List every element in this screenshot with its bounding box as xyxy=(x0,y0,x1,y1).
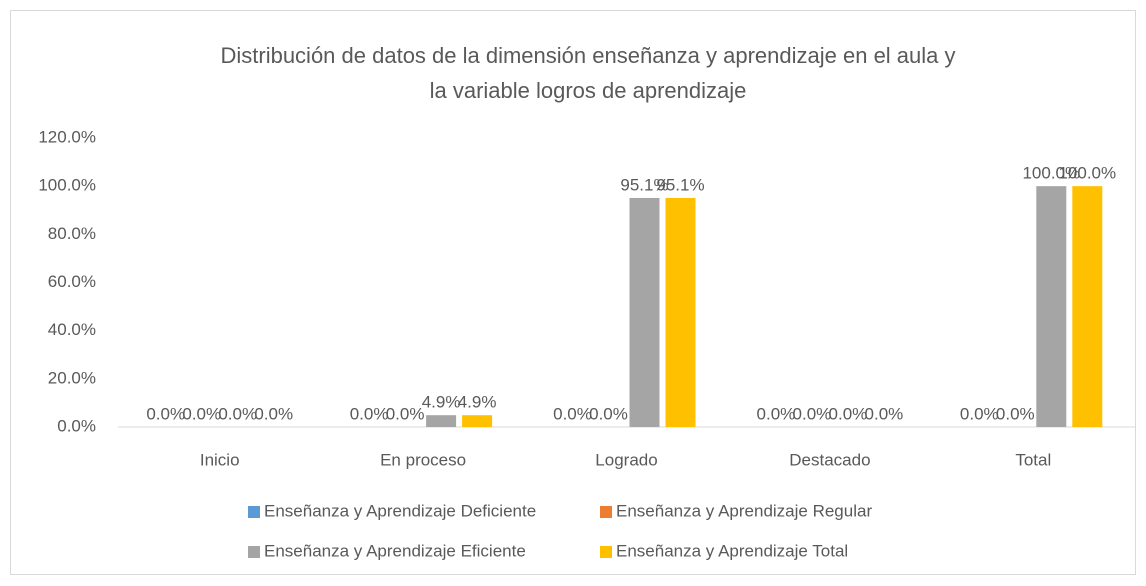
bar xyxy=(629,197,660,427)
x-tick-label: Destacado xyxy=(789,450,870,469)
data-label: 100.0% xyxy=(1058,164,1116,183)
bar xyxy=(462,415,493,427)
legend-label: Enseñanza y Aprendizaje Regular xyxy=(616,501,872,520)
data-label: 0.0% xyxy=(553,404,592,423)
data-label: 0.0% xyxy=(996,404,1035,423)
y-tick-label: 40.0% xyxy=(48,320,96,339)
legend-label: Enseñanza y Aprendizaje Total xyxy=(616,541,848,560)
data-label: 0.0% xyxy=(146,404,185,423)
x-tick-label: Logrado xyxy=(595,450,657,469)
data-label: 95.1% xyxy=(656,175,704,194)
y-tick-label: 20.0% xyxy=(48,368,96,387)
bar xyxy=(426,415,457,427)
data-label: 0.0% xyxy=(182,404,221,423)
y-tick-label: 120.0% xyxy=(38,127,96,146)
data-label: 4.9% xyxy=(422,393,461,412)
y-tick-label: 60.0% xyxy=(48,272,96,291)
x-tick-label: En proceso xyxy=(380,450,466,469)
data-label: 0.0% xyxy=(386,404,425,423)
y-tick-label: 100.0% xyxy=(38,176,96,195)
data-label: 0.0% xyxy=(793,404,832,423)
data-label: 0.0% xyxy=(829,404,868,423)
legend-swatch xyxy=(600,506,612,518)
data-label: 0.0% xyxy=(218,404,257,423)
x-tick-label: Inicio xyxy=(200,450,240,469)
data-label: 0.0% xyxy=(960,404,999,423)
chart-title: Distribución de datos de la dimensión en… xyxy=(220,43,955,68)
data-label: 0.0% xyxy=(254,404,293,423)
data-label: 0.0% xyxy=(589,404,628,423)
y-tick-label: 80.0% xyxy=(48,224,96,243)
legend-swatch xyxy=(248,506,260,518)
legend-label: Enseñanza y Aprendizaje Deficiente xyxy=(264,501,536,520)
legend-swatch xyxy=(600,546,612,558)
data-label: 4.9% xyxy=(458,393,497,412)
data-label: 0.0% xyxy=(350,404,389,423)
legend-label: Enseñanza y Aprendizaje Eficiente xyxy=(264,541,526,560)
chart-border xyxy=(10,10,1136,575)
chart-title: la variable logros de aprendizaje xyxy=(430,78,747,103)
data-label: 95.1% xyxy=(620,175,668,194)
data-label: 0.0% xyxy=(757,404,796,423)
y-tick-label: 0.0% xyxy=(57,416,96,435)
data-label: 100.0% xyxy=(1022,164,1080,183)
bar xyxy=(1036,186,1067,427)
data-label: 0.0% xyxy=(865,404,904,423)
bar xyxy=(1072,186,1103,427)
bar xyxy=(665,197,696,427)
legend-swatch xyxy=(248,546,260,558)
x-tick-label: Total xyxy=(1015,450,1051,469)
